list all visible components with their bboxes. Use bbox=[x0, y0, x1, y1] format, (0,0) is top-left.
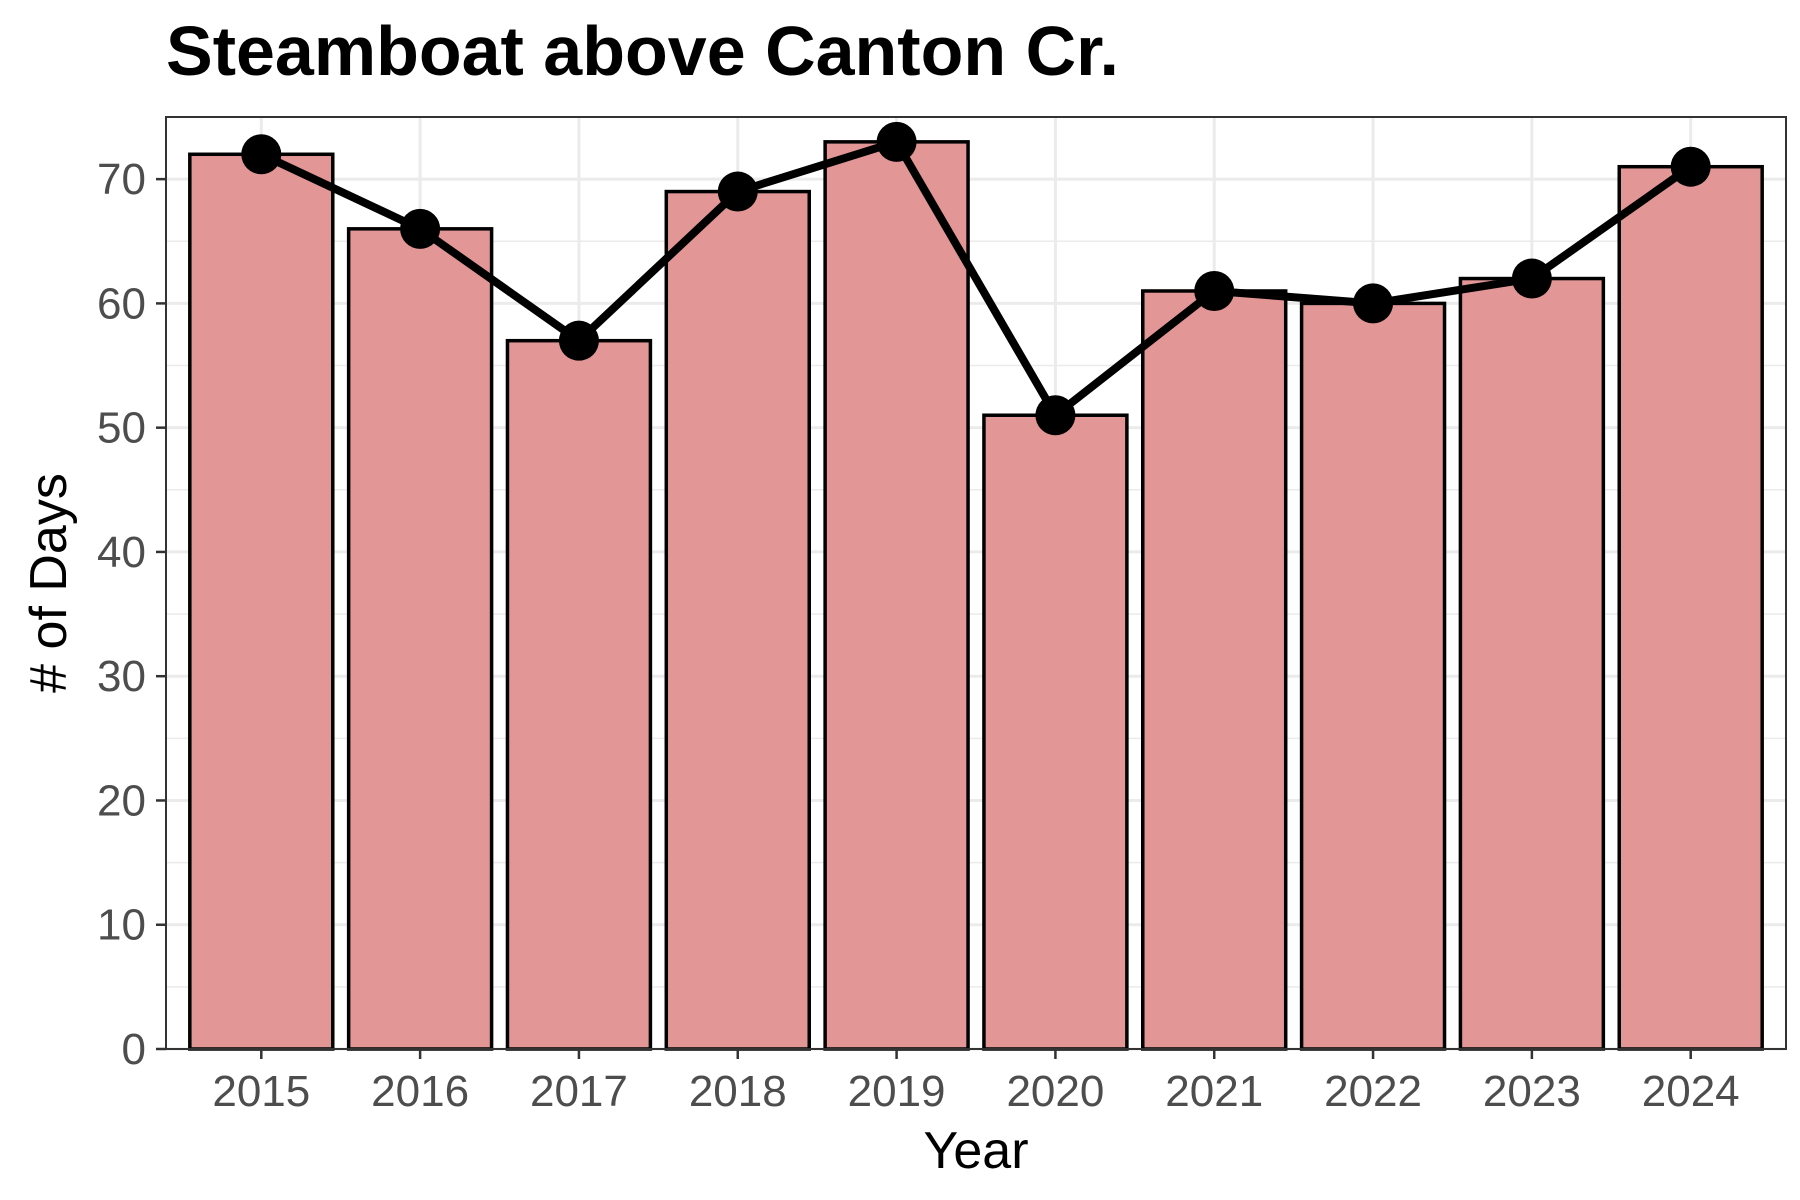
bar-2020 bbox=[982, 413, 1129, 1051]
trend-point-2019 bbox=[876, 121, 917, 162]
x-tick-label: 2018 bbox=[689, 1067, 787, 1116]
bar-2023 bbox=[1458, 276, 1606, 1051]
trend-point-2021 bbox=[1194, 270, 1235, 311]
chart-title: Steamboat above Canton Cr. bbox=[166, 12, 1119, 90]
y-tick-label: 10 bbox=[97, 901, 146, 950]
trend-point-2024 bbox=[1670, 146, 1711, 187]
bar-2021 bbox=[1141, 289, 1288, 1051]
x-tick-label: 2015 bbox=[212, 1067, 310, 1116]
x-tick-label: 2023 bbox=[1483, 1067, 1581, 1116]
trend-points bbox=[241, 121, 1711, 436]
x-tick-label: 2016 bbox=[371, 1067, 469, 1116]
x-tick-label: 2022 bbox=[1324, 1067, 1422, 1116]
bar-2024 bbox=[1617, 164, 1764, 1051]
bars bbox=[188, 140, 1764, 1051]
bar-2016 bbox=[346, 227, 494, 1051]
y-tick-label: 40 bbox=[97, 528, 146, 577]
y-tick-label: 70 bbox=[97, 155, 146, 204]
x-axis: 2015 2016 2017 2018 2019 2020 2021 2022 2023 2024 bbox=[212, 1049, 1740, 1116]
y-axis: 0 10 20 30 40 50 60 70 bbox=[97, 155, 166, 1074]
y-tick-label: 50 bbox=[97, 404, 146, 453]
x-tick-label: 2021 bbox=[1165, 1067, 1263, 1116]
x-axis-title: Year bbox=[923, 1122, 1028, 1180]
bar-2018 bbox=[664, 189, 811, 1051]
trend-line-path bbox=[257, 137, 1695, 420]
trend-point-2015 bbox=[241, 134, 282, 175]
bar-2022 bbox=[1299, 301, 1447, 1051]
trend-point-2018 bbox=[717, 171, 758, 212]
y-tick-label: 60 bbox=[97, 279, 146, 328]
y-axis-title: # of Days bbox=[20, 473, 78, 693]
x-tick-label: 2020 bbox=[1006, 1067, 1104, 1116]
trend-point-2023 bbox=[1511, 258, 1552, 299]
x-tick-label: 2017 bbox=[530, 1067, 628, 1116]
trend-point-2022 bbox=[1353, 283, 1394, 324]
y-tick-label: 0 bbox=[122, 1025, 146, 1074]
y-tick-label: 20 bbox=[97, 776, 146, 825]
x-tick-label: 2019 bbox=[848, 1067, 946, 1116]
trend-line bbox=[257, 137, 1695, 420]
bar-2019 bbox=[823, 140, 970, 1051]
bar-2015 bbox=[188, 152, 335, 1051]
trend-point-2020 bbox=[1035, 395, 1076, 436]
bar-2017 bbox=[505, 338, 653, 1051]
panel-border bbox=[165, 116, 1787, 1050]
y-tick-label: 30 bbox=[97, 652, 146, 701]
x-tick-label: 2024 bbox=[1642, 1067, 1740, 1116]
trend-point-2017 bbox=[558, 320, 599, 361]
trend-point-2016 bbox=[400, 208, 441, 249]
